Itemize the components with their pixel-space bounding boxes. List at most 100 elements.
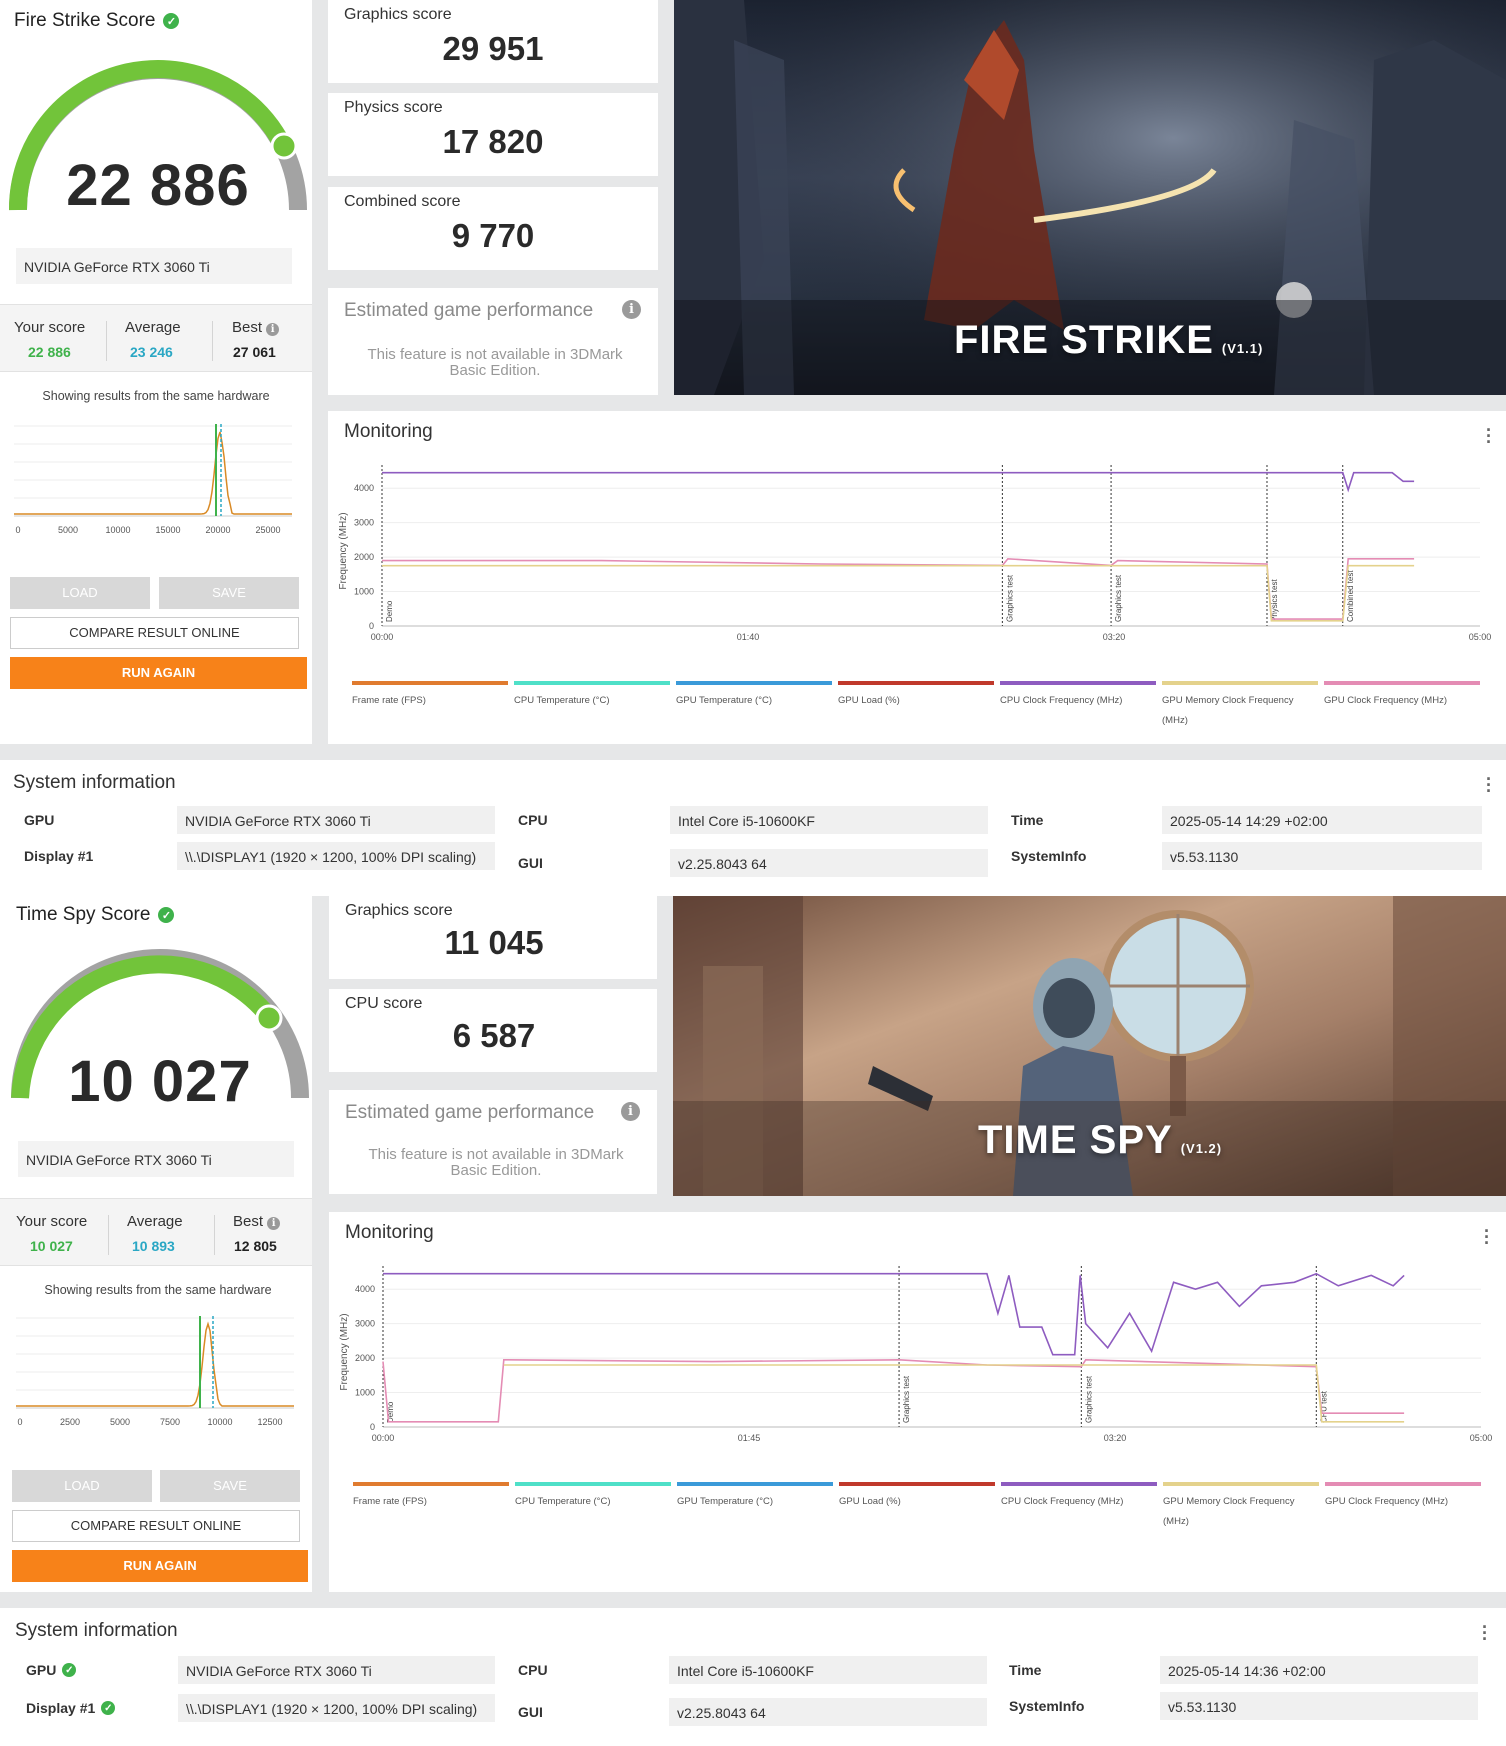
display-label: Display #1: [24, 848, 94, 864]
average-label: Average: [125, 319, 181, 336]
graphics-score-card: Graphics score 29 951: [328, 0, 658, 83]
legend-item[interactable]: CPU Clock Frequency (MHz): [1000, 681, 1156, 711]
your-score-stat: Your score 10 027: [16, 1213, 87, 1254]
monitoring-card: Monitoring · · · Frequency (MHz) 0 1000 2000 3…: [328, 411, 1506, 744]
load-button[interactable]: LOAD: [12, 1470, 152, 1502]
legend-item[interactable]: GPU Clock Frequency (MHz): [1325, 1482, 1481, 1512]
more-options-icon[interactable]: · · ·: [1484, 1221, 1490, 1253]
tick-label: 5000: [110, 1417, 130, 1427]
series-line: [382, 1358, 1405, 1423]
legend-item[interactable]: Frame rate (FPS): [353, 1482, 509, 1512]
run-again-button[interactable]: RUN AGAIN: [12, 1550, 308, 1582]
gpu-value: NVIDIA GeForce RTX 3060 Ti: [177, 806, 495, 834]
legend-item[interactable]: GPU Load (%): [838, 681, 994, 711]
systeminfo-label: SystemInfo: [1009, 1698, 1085, 1714]
physics-score-card: Physics score 17 820: [328, 93, 658, 176]
combined-score-card: Combined score 9 770: [328, 187, 658, 270]
gui-value: v2.25.8043 64: [670, 849, 988, 877]
estimated-performance-card: Estimated game performance i This featur…: [328, 288, 658, 395]
more-options-icon[interactable]: · · ·: [1486, 420, 1492, 452]
info-icon[interactable]: i: [622, 300, 641, 319]
banner-version: (V1.1): [1221, 341, 1264, 356]
legend-label: GPU Memory Clock Frequency (MHz): [1163, 1496, 1295, 1527]
cpu-label: CPU: [518, 1662, 548, 1678]
legend-item[interactable]: Frame rate (FPS): [352, 681, 508, 711]
estimated-performance-title: Estimated game performance: [345, 1102, 595, 1123]
banner-title: FIRE STRIKE (V1.1): [954, 318, 1264, 362]
series-line: [382, 564, 1415, 622]
legend-item[interactable]: GPU Memory Clock Frequency (MHz): [1163, 1482, 1319, 1532]
legend-item[interactable]: GPU Clock Frequency (MHz): [1324, 681, 1480, 711]
save-button[interactable]: SAVE: [160, 1470, 300, 1502]
time-value: 2025-05-14 14:29 +02:00: [1162, 806, 1482, 834]
legend-item[interactable]: GPU Temperature (°C): [676, 681, 832, 711]
legend-item[interactable]: GPU Temperature (°C): [677, 1482, 833, 1512]
info-icon[interactable]: i: [266, 323, 280, 336]
more-options-icon[interactable]: · · ·: [1482, 1617, 1488, 1649]
tick-label: 12500: [257, 1417, 282, 1427]
gpu-label: GPU: [24, 812, 55, 828]
tick-label: 2500: [60, 1417, 80, 1427]
y-axis-label: Frequency (MHz): [338, 512, 349, 589]
test-marker-label: Physics test: [1270, 579, 1279, 622]
test-marker-label: Combined test: [1346, 570, 1355, 622]
monitoring-title: Monitoring: [345, 1222, 434, 1243]
save-button[interactable]: SAVE: [159, 577, 299, 609]
system-information-title: System information: [15, 1620, 178, 1641]
y-tick-label: 4000: [354, 483, 374, 493]
system-information-card: System information · · · GPU ✓ NVIDIA GeFor…: [0, 1608, 1506, 1746]
cpu-label: CPU: [518, 812, 548, 828]
score-card: Time Spy Score ✓ 10 027 NVIDIA GeForce RT…: [0, 896, 312, 1592]
legend-swatch: [1325, 1482, 1481, 1486]
best-label: Best i: [232, 319, 280, 336]
average-value: 23 246: [130, 344, 173, 360]
legend-swatch: [1000, 681, 1156, 685]
info-icon[interactable]: i: [621, 1102, 640, 1121]
y-tick-label: 2000: [354, 552, 374, 562]
run-again-button[interactable]: RUN AGAIN: [10, 657, 307, 689]
legend-item[interactable]: GPU Load (%): [839, 1482, 995, 1512]
legend-item[interactable]: CPU Temperature (°C): [515, 1482, 671, 1512]
tick-label: 7500: [160, 1417, 180, 1427]
legend-item[interactable]: CPU Clock Frequency (MHz): [1001, 1482, 1157, 1512]
display-value: \\.\DISPLAY1 (1920 × 1200, 100% DPI scal…: [178, 1694, 495, 1722]
test-marker-label: CPU test: [1319, 1390, 1328, 1423]
x-tick-label: 05:00: [1469, 632, 1492, 642]
tick-label: 0: [17, 1417, 22, 1427]
cpu-value: Intel Core i5-10600KF: [669, 1656, 987, 1684]
legend-item[interactable]: GPU Memory Clock Frequency (MHz): [1162, 681, 1318, 731]
score-title: Time Spy Score ✓: [16, 904, 175, 926]
tick-label: 15000: [155, 525, 180, 535]
distribution-curve: [14, 431, 292, 515]
legend-item[interactable]: CPU Temperature (°C): [514, 681, 670, 711]
legend-label: CPU Temperature (°C): [514, 695, 610, 706]
check-icon: ✓: [158, 907, 175, 923]
x-tick-label: 03:20: [1103, 632, 1126, 642]
compare-online-button[interactable]: COMPARE RESULT ONLINE: [12, 1510, 300, 1542]
distribution-curve: [16, 1321, 294, 1407]
best-value: 12 805: [234, 1238, 277, 1254]
compare-online-button[interactable]: COMPARE RESULT ONLINE: [10, 617, 299, 649]
info-icon[interactable]: i: [267, 1217, 281, 1230]
best-stat: Best i 12 805: [233, 1213, 281, 1254]
legend-swatch: [839, 1482, 995, 1486]
combined-score-label: Combined score: [344, 193, 461, 210]
x-tick-label: 05:00: [1470, 1433, 1493, 1443]
time-spy-banner: TIME SPY (V1.2): [673, 896, 1506, 1196]
load-button[interactable]: LOAD: [10, 577, 150, 609]
more-options-icon[interactable]: · · ·: [1486, 769, 1492, 801]
tick-label: 10000: [105, 525, 130, 535]
gpu-label: GPU ✓: [26, 1662, 77, 1678]
physics-score-label: Physics score: [344, 99, 443, 116]
cpu-score-label: CPU score: [345, 995, 423, 1012]
series-line: [503, 1364, 1405, 1423]
showing-note: Showing results from the same hardware: [44, 1283, 272, 1297]
check-icon: ✓: [62, 1663, 77, 1677]
legend-swatch: [1163, 1482, 1319, 1486]
tick-label: 10000: [207, 1417, 232, 1427]
time-label: Time: [1011, 812, 1044, 828]
display-value: \\.\DISPLAY1 (1920 × 1200, 100% DPI scal…: [177, 842, 495, 870]
legend-swatch: [677, 1482, 833, 1486]
score-distribution-chart: 0 5000 10000 15000 20000 25000: [14, 424, 292, 535]
your-score-stat: Your score 22 886: [14, 319, 85, 360]
